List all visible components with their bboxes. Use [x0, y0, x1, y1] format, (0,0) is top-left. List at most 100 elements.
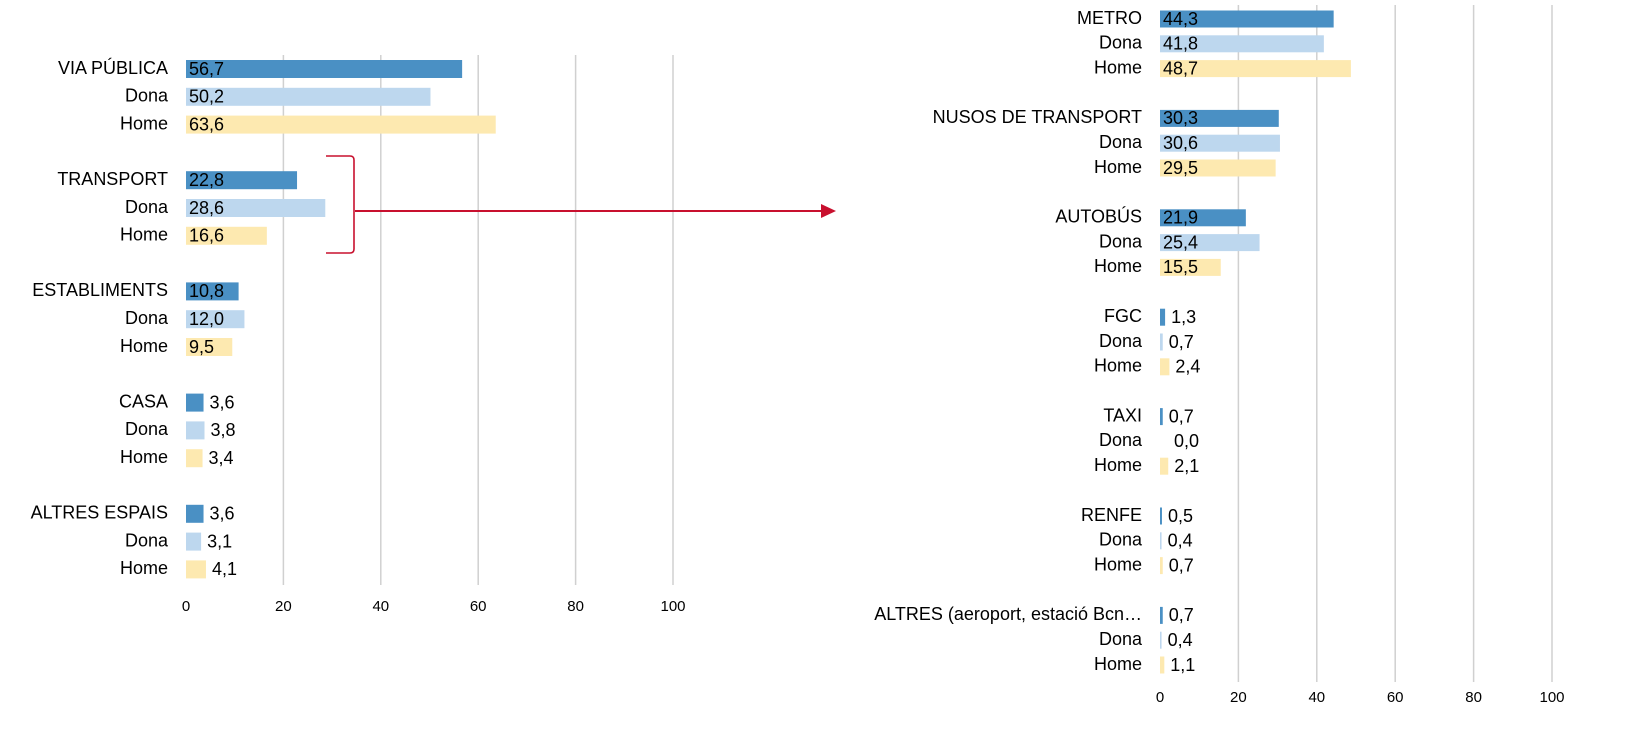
x-tick-label: 20 — [1230, 689, 1247, 706]
bar — [1160, 507, 1162, 525]
value-label: 3,4 — [209, 448, 234, 468]
category-label: Home — [1094, 256, 1142, 276]
category-label: Dona — [125, 197, 169, 217]
value-label: 25,4 — [1163, 232, 1198, 252]
value-label: 3,1 — [207, 531, 232, 551]
bar — [1160, 60, 1351, 78]
category-label: RENFE — [1081, 505, 1142, 525]
bar — [1160, 656, 1165, 674]
bar — [1160, 631, 1162, 649]
value-label: 50,2 — [189, 87, 224, 107]
bracket — [326, 155, 355, 254]
category-label: FGC — [1104, 306, 1142, 326]
value-label: 15,5 — [1163, 257, 1198, 277]
bar — [1160, 159, 1276, 177]
category-label: CASA — [119, 391, 168, 411]
bar — [186, 532, 202, 551]
bar — [1160, 10, 1334, 28]
value-label: 2,1 — [1174, 456, 1199, 476]
bar — [186, 226, 267, 245]
bar — [1160, 606, 1163, 624]
bar — [186, 199, 326, 217]
bar — [186, 171, 298, 190]
value-label: 0,4 — [1168, 531, 1193, 551]
category-label: VIA PÚBLICA — [58, 57, 168, 78]
bar — [186, 282, 239, 301]
category-label: Home — [1094, 157, 1142, 177]
category-label: ALTRES ESPAIS — [31, 503, 168, 523]
category-label: Home — [120, 113, 168, 133]
value-label: 4,1 — [212, 559, 237, 579]
value-label: 16,6 — [189, 226, 224, 246]
category-label: TRANSPORT — [57, 169, 168, 189]
value-label: 1,3 — [1171, 307, 1196, 327]
category-label: Dona — [1099, 132, 1143, 152]
bar — [186, 115, 496, 134]
value-label: 3,6 — [210, 392, 235, 412]
bar — [186, 310, 245, 329]
category-label: Home — [1094, 57, 1142, 77]
x-tick-label: 0 — [182, 598, 190, 615]
category-label: Dona — [125, 419, 169, 439]
bar — [186, 338, 233, 356]
bar — [1160, 408, 1163, 426]
bar — [1160, 258, 1221, 276]
bar — [1160, 557, 1163, 575]
value-label: 30,6 — [1163, 133, 1198, 153]
bar — [186, 421, 205, 440]
bar — [1160, 457, 1169, 475]
callout — [326, 155, 836, 254]
category-label: Dona — [1099, 430, 1143, 450]
value-label: 0,0 — [1174, 431, 1199, 451]
bar — [1160, 308, 1166, 326]
value-label: 56,7 — [189, 59, 224, 79]
value-label: 41,8 — [1163, 34, 1198, 54]
value-label: 0,7 — [1169, 555, 1194, 575]
category-label: Home — [120, 447, 168, 467]
category-label: Home — [1094, 554, 1142, 574]
category-label: Home — [1094, 654, 1142, 674]
value-label: 2,4 — [1175, 357, 1200, 377]
category-label: Home — [120, 558, 168, 578]
category-label: Home — [120, 336, 168, 356]
value-label: 0,7 — [1169, 406, 1194, 426]
value-label: 0,7 — [1169, 605, 1194, 625]
value-label: 10,8 — [189, 281, 224, 301]
category-label: Dona — [1099, 231, 1143, 251]
value-label: 0,7 — [1169, 332, 1194, 352]
value-label: 12,0 — [189, 309, 224, 329]
x-tick-label: 60 — [1387, 689, 1404, 706]
category-label: Home — [1094, 455, 1142, 475]
bar — [186, 449, 203, 468]
category-label: Dona — [1099, 629, 1143, 649]
x-tick-label: 100 — [660, 598, 685, 615]
value-label: 0,4 — [1168, 630, 1193, 650]
value-label: 22,8 — [189, 170, 224, 190]
value-label: 0,5 — [1168, 506, 1193, 526]
category-label: Dona — [125, 530, 169, 550]
category-label: Home — [1094, 356, 1142, 376]
bar — [1160, 134, 1280, 152]
x-tick-label: 0 — [1156, 689, 1164, 706]
bar — [186, 560, 206, 579]
x-tick-label: 80 — [1465, 689, 1482, 706]
x-tick-label: 40 — [1308, 689, 1325, 706]
x-tick-label: 40 — [372, 598, 389, 615]
bar — [186, 87, 431, 106]
bar — [1160, 35, 1324, 53]
bar — [1160, 109, 1279, 127]
x-tick-label: 60 — [470, 598, 487, 615]
value-label: 21,9 — [1163, 208, 1198, 228]
bar — [1160, 532, 1162, 550]
value-label: 29,5 — [1163, 158, 1198, 178]
category-label: Dona — [1099, 331, 1143, 351]
category-label: Home — [120, 225, 168, 245]
value-label: 3,8 — [211, 420, 236, 440]
x-tick-label: 20 — [275, 598, 292, 615]
category-label: Dona — [125, 86, 169, 106]
x-tick-label: 100 — [1539, 689, 1564, 706]
category-label: AUTOBÚS — [1055, 206, 1142, 227]
bar — [1160, 209, 1246, 227]
bar — [186, 393, 204, 412]
